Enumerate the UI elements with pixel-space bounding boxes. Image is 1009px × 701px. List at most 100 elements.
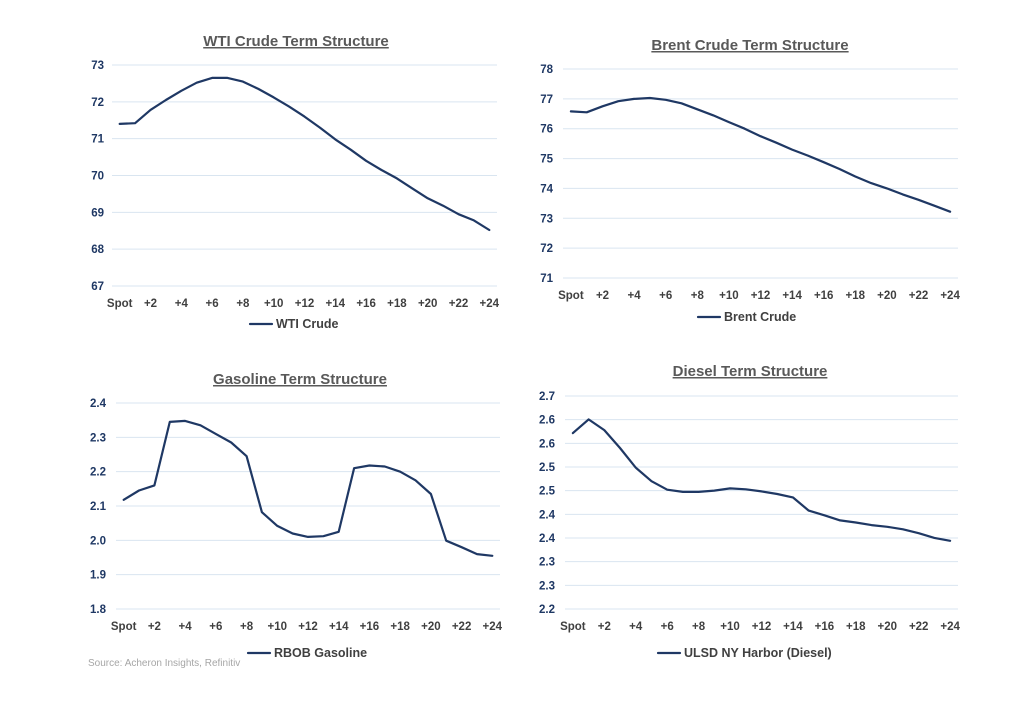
diesel-y-tick: 2.2 bbox=[539, 604, 555, 616]
brent-x-tick: +2 bbox=[596, 290, 609, 302]
diesel-y-tick: 2.5 bbox=[539, 486, 556, 498]
wti-y-tick: 69 bbox=[91, 207, 104, 219]
brent-y-tick: 78 bbox=[540, 64, 553, 76]
gasoline-x-tick: +18 bbox=[390, 621, 410, 633]
diesel-x-tick: +14 bbox=[783, 621, 803, 633]
brent-x-tick: +16 bbox=[814, 290, 834, 302]
brent-x-tick: +22 bbox=[909, 290, 929, 302]
brent-x-tick: +20 bbox=[877, 290, 897, 302]
brent-y-tick: 71 bbox=[540, 273, 553, 285]
wti-x-tick: +14 bbox=[326, 298, 346, 310]
wti-y-tick: 70 bbox=[91, 171, 104, 183]
wti-title: WTI Crude Term Structure bbox=[203, 33, 389, 50]
gasoline-x-tick: +20 bbox=[421, 621, 441, 633]
brent-chart: Brent Crude Term Structure 71 72 73 74 75 76 77… bbox=[540, 37, 960, 324]
diesel-x-tick: +4 bbox=[629, 621, 643, 633]
gasoline-x-tick: +14 bbox=[329, 621, 349, 633]
brent-series-line bbox=[569, 96, 952, 213]
source-note: Source: Acheron Insights, Refinitiv bbox=[88, 658, 241, 669]
diesel-x-tick: +8 bbox=[692, 621, 706, 633]
gasoline-y-tick: 1.9 bbox=[90, 570, 106, 582]
diesel-chart-panel: Diesel Term Structure 2.2 2.3 2.3 2.4 2.4 2.5 2… bbox=[505, 350, 1009, 665]
brent-y-tick: 73 bbox=[540, 213, 553, 225]
gasoline-series-line bbox=[122, 419, 494, 557]
wti-x-tick: +24 bbox=[480, 298, 500, 310]
brent-x-tick: +18 bbox=[846, 290, 866, 302]
diesel-x-tick: +20 bbox=[878, 621, 898, 633]
brent-y-tick: 77 bbox=[540, 94, 553, 106]
diesel-x-tick: Spot bbox=[560, 621, 586, 633]
wti-y-tick: 72 bbox=[91, 97, 104, 109]
diesel-y-tick: 2.7 bbox=[539, 391, 555, 403]
gasoline-x-tick: +24 bbox=[483, 621, 503, 633]
diesel-y-tick: 2.6 bbox=[539, 415, 555, 427]
wti-x-tick: +6 bbox=[206, 298, 219, 310]
wti-series-line bbox=[118, 76, 491, 232]
brent-chart-panel: Brent Crude Term Structure 71 72 73 74 75 76 77… bbox=[505, 0, 1009, 350]
gasoline-chart-panel: Gasoline Term Structure 1.8 1.9 2.0 2.1 2.2 2.… bbox=[0, 350, 505, 665]
gasoline-y-tick: 2.1 bbox=[90, 501, 107, 513]
gasoline-y-tick: 2.4 bbox=[90, 398, 107, 410]
diesel-y-tick: 2.3 bbox=[539, 580, 555, 592]
diesel-x-tick: +16 bbox=[815, 621, 835, 633]
gasoline-x-tick: +2 bbox=[148, 621, 161, 633]
diesel-x-tick: +6 bbox=[661, 621, 674, 633]
diesel-y-tick: 2.4 bbox=[539, 509, 556, 521]
brent-x-tick: +12 bbox=[751, 290, 771, 302]
wti-x-tick: +22 bbox=[449, 298, 469, 310]
gasoline-x-tick: +16 bbox=[360, 621, 380, 633]
gasoline-x-tick: +8 bbox=[240, 621, 254, 633]
wti-y-tick: 68 bbox=[91, 244, 104, 256]
gasoline-chart: Gasoline Term Structure 1.8 1.9 2.0 2.1 2.2 2.… bbox=[90, 371, 503, 660]
brent-x-tick: +8 bbox=[691, 290, 705, 302]
diesel-title: Diesel Term Structure bbox=[673, 363, 828, 380]
diesel-y-tick: 2.5 bbox=[539, 462, 556, 474]
gasoline-y-tick: 2.0 bbox=[90, 535, 106, 547]
wti-x-tick: +10 bbox=[264, 298, 284, 310]
wti-x-tick: +16 bbox=[356, 298, 376, 310]
gasoline-x-tick: Spot bbox=[111, 621, 137, 633]
gasoline-y-tick: 1.8 bbox=[90, 604, 107, 616]
brent-x-tick: +4 bbox=[628, 290, 642, 302]
gasoline-title: Gasoline Term Structure bbox=[213, 371, 387, 388]
wti-x-tick: +8 bbox=[236, 298, 250, 310]
wti-x-tick: +2 bbox=[144, 298, 157, 310]
wti-x-tick: +20 bbox=[418, 298, 438, 310]
diesel-x-tick: +10 bbox=[720, 621, 740, 633]
diesel-x-tick: +18 bbox=[846, 621, 866, 633]
gasoline-y-tick: 2.2 bbox=[90, 467, 106, 479]
gasoline-x-tick: +22 bbox=[452, 621, 472, 633]
brent-x-tick: +14 bbox=[782, 290, 802, 302]
brent-x-tick: Spot bbox=[558, 290, 584, 302]
brent-legend-label: Brent Crude bbox=[724, 310, 796, 324]
diesel-x-tick: +12 bbox=[752, 621, 772, 633]
diesel-y-tick: 2.6 bbox=[539, 438, 555, 450]
diesel-legend-label: ULSD NY Harbor (Diesel) bbox=[684, 646, 832, 660]
brent-x-tick: +6 bbox=[659, 290, 672, 302]
diesel-chart: Diesel Term Structure 2.2 2.3 2.3 2.4 2.4 2.5 2… bbox=[539, 363, 960, 660]
wti-chart-panel: WTI Crude Term Structure 67 68 69 70 71 72 73 Sp… bbox=[0, 0, 505, 350]
diesel-y-tick: 2.3 bbox=[539, 557, 555, 569]
gasoline-legend-label: RBOB Gasoline bbox=[274, 646, 367, 660]
diesel-x-tick: +2 bbox=[598, 621, 611, 633]
wti-chart: WTI Crude Term Structure 67 68 69 70 71 72 73 Sp… bbox=[91, 33, 500, 331]
wti-legend-label: WTI Crude bbox=[276, 317, 339, 331]
wti-y-tick: 73 bbox=[91, 60, 104, 72]
brent-x-tick: +24 bbox=[940, 290, 960, 302]
gasoline-y-tick: 2.3 bbox=[90, 432, 106, 444]
diesel-y-tick: 2.4 bbox=[539, 533, 556, 545]
wti-x-tick: +18 bbox=[387, 298, 407, 310]
gasoline-x-tick: +4 bbox=[179, 621, 193, 633]
wti-y-tick: 71 bbox=[91, 134, 104, 146]
diesel-x-tick: +22 bbox=[909, 621, 929, 633]
wti-y-tick: 67 bbox=[91, 281, 104, 293]
brent-y-tick: 76 bbox=[540, 124, 553, 136]
diesel-x-tick: +24 bbox=[940, 621, 960, 633]
wti-x-tick: Spot bbox=[107, 298, 133, 310]
gasoline-x-tick: +12 bbox=[298, 621, 318, 633]
brent-y-tick: 72 bbox=[540, 243, 553, 255]
gasoline-x-tick: +10 bbox=[268, 621, 288, 633]
brent-y-tick: 74 bbox=[540, 183, 553, 195]
brent-x-tick: +10 bbox=[719, 290, 739, 302]
wti-x-tick: +12 bbox=[295, 298, 315, 310]
